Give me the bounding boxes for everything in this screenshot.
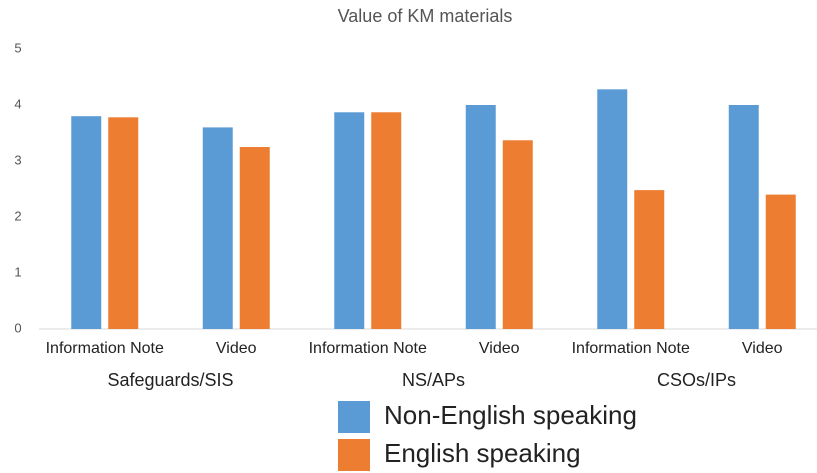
y-tick-label: 1 [14, 264, 21, 279]
bar [71, 116, 102, 329]
x-tick-label: Video [742, 340, 783, 357]
x-tick-label: Information Note [572, 340, 690, 357]
bar [728, 105, 759, 329]
bar [108, 117, 139, 329]
legend-label: English speaking [384, 438, 581, 468]
group-label: CSOs/IPs [657, 370, 736, 390]
bar [502, 140, 533, 329]
y-tick-label: 5 [14, 40, 21, 55]
bar [334, 112, 365, 329]
legend-swatch [338, 401, 370, 433]
x-tick-label: Information Note [46, 340, 164, 357]
bar [239, 147, 270, 329]
bar [634, 190, 665, 329]
bar [765, 194, 796, 329]
group-label: NS/APs [402, 370, 465, 390]
x-tick-label: Video [479, 340, 520, 357]
bar [371, 112, 402, 329]
legend-label: Non-English speaking [384, 400, 637, 430]
legend-swatch [338, 439, 370, 471]
y-tick-label: 4 [14, 96, 21, 111]
y-tick-label: 0 [14, 320, 21, 335]
group-label: Safeguards/SIS [107, 370, 233, 390]
x-tick-label: Information Note [309, 340, 427, 357]
y-tick-label: 2 [14, 208, 21, 223]
bar [202, 127, 233, 330]
chart-title: Value of KM materials [338, 6, 513, 26]
y-tick-label: 3 [14, 152, 21, 167]
x-tick-label: Video [216, 340, 257, 357]
bar [465, 105, 496, 329]
bar [597, 89, 628, 329]
